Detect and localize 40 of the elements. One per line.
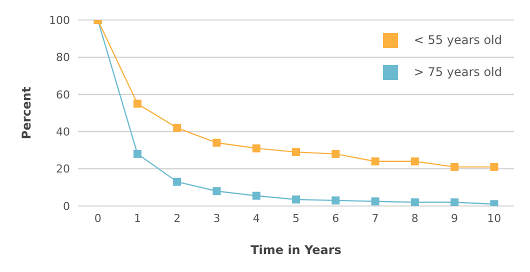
- y-tick-label: 0: [63, 200, 70, 213]
- x-tick-label: 9: [451, 212, 458, 225]
- point: [212, 187, 221, 196]
- point: [371, 157, 380, 166]
- y-axis-title: Percent: [19, 86, 34, 140]
- y-tick-label: 100: [49, 14, 70, 27]
- point: [173, 178, 182, 186]
- x-tick-label: 0: [94, 212, 102, 225]
- x-tick-label: 6: [332, 212, 340, 225]
- point: [292, 148, 300, 156]
- x-tick-label: 7: [372, 212, 379, 225]
- x-tick-label: 5: [292, 212, 300, 225]
- legend-label: > 75 years old: [412, 64, 502, 81]
- point: [173, 124, 182, 132]
- point: [450, 162, 459, 171]
- x-tick-label: 4: [252, 212, 260, 225]
- point: [133, 100, 142, 108]
- point: [450, 198, 459, 206]
- point: [292, 195, 300, 204]
- point: [133, 150, 142, 158]
- point: [490, 162, 498, 171]
- y-tick-label: 80: [56, 51, 70, 64]
- point: [252, 144, 260, 152]
- point: [410, 157, 419, 166]
- point: [410, 198, 419, 206]
- y-tick-label: 20: [56, 162, 70, 176]
- x-axis-title: Time in Years: [250, 243, 342, 257]
- point: [371, 197, 380, 206]
- x-tick-label: 1: [134, 212, 141, 225]
- point: [332, 150, 340, 158]
- x-tick-label: 3: [213, 212, 220, 225]
- y-tick-label: 60: [56, 88, 70, 102]
- x-tick-label: 8: [411, 212, 418, 225]
- x-tick-label: 10: [487, 212, 502, 225]
- point: [212, 138, 221, 147]
- point: [252, 192, 260, 200]
- point: [332, 196, 340, 204]
- y-tick-label: 40: [56, 126, 70, 139]
- x-tick-label: 2: [174, 212, 181, 225]
- legend-label: < 55 years old: [412, 32, 502, 49]
